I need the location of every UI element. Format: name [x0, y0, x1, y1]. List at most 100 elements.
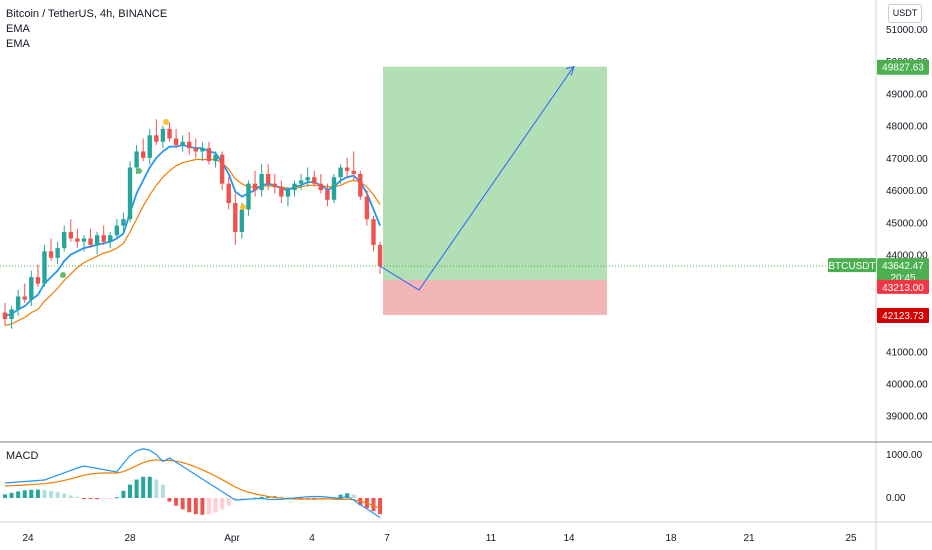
- ema-fast-line: [4, 144, 381, 317]
- candle: [147, 128, 152, 165]
- macd-histogram-bar: [180, 498, 185, 510]
- candle-body: [371, 219, 376, 245]
- candle: [318, 173, 324, 194]
- macd-legend[interactable]: MACD: [6, 450, 39, 462]
- time-tick-label: 11: [486, 533, 497, 544]
- candle-body: [325, 190, 330, 200]
- price-tick-label: 47000.00: [886, 154, 928, 165]
- currency-button[interactable]: USDT: [888, 4, 922, 23]
- candle: [42, 244, 47, 287]
- candle: [377, 241, 383, 274]
- candle: [121, 212, 126, 233]
- candle: [167, 122, 172, 142]
- ema-legend-2[interactable]: EMA: [6, 38, 30, 50]
- macd-histogram-bar: [49, 490, 54, 498]
- candles[interactable]: [2, 119, 383, 329]
- candle: [252, 170, 258, 197]
- macd-histogram-bar: [114, 497, 119, 499]
- candle: [94, 232, 100, 255]
- candle-body: [147, 135, 152, 158]
- price-tick-label: 45000.00: [886, 218, 928, 229]
- forecast-arrowhead: [565, 65, 575, 76]
- time-tick-label: 21: [743, 533, 755, 544]
- time-tick-label: 28: [124, 533, 136, 544]
- macd-histogram-bar: [213, 498, 218, 513]
- candle-body: [298, 180, 304, 184]
- macd-histogram-bar: [29, 489, 34, 498]
- candle-body: [48, 251, 54, 258]
- candle: [266, 164, 271, 191]
- macd-histogram-bar: [55, 492, 60, 498]
- candle: [213, 151, 218, 168]
- price-tick-label: 46000.00: [886, 186, 928, 197]
- time-tick-label: 4: [309, 533, 315, 544]
- candle: [246, 180, 251, 216]
- macd-histogram-bar: [88, 498, 93, 499]
- candle-body: [239, 209, 245, 233]
- candle-body: [292, 183, 297, 191]
- macd-pane[interactable]: [3, 448, 383, 519]
- macd-tick-label: 0.00: [886, 493, 906, 504]
- price-axis[interactable]: 51000.0050000.0049000.0048000.0047000.00…: [886, 25, 928, 423]
- candle-body: [187, 141, 192, 149]
- candle-body: [42, 251, 47, 284]
- macd-histogram-bar: [187, 498, 192, 513]
- candle-body: [68, 232, 73, 239]
- candle-body: [252, 183, 258, 191]
- candle-body: [338, 167, 343, 178]
- candle-body: [364, 196, 370, 220]
- stop-price-tag-text: 42123.73: [882, 311, 924, 322]
- symbol-tag-text: BTCUSDT: [828, 261, 875, 272]
- candle: [219, 151, 225, 191]
- candle: [325, 183, 330, 207]
- current-price-tag-text: 43642.47: [882, 261, 924, 272]
- price-tick-label: 44000.00: [886, 251, 928, 262]
- candle: [173, 128, 179, 149]
- candle: [88, 228, 93, 249]
- macd-histogram-bar: [3, 494, 7, 498]
- price-tick-label: 40000.00: [886, 379, 928, 390]
- time-tick-label: 25: [845, 533, 857, 544]
- candle-body: [35, 277, 41, 284]
- price-tick-label: 49000.00: [886, 89, 928, 100]
- candle-body: [318, 183, 324, 191]
- candle-body: [9, 309, 14, 320]
- candle-body: [272, 183, 277, 187]
- price-tick-label: 51000.00: [886, 25, 928, 36]
- macd-histogram-bar: [279, 496, 284, 498]
- candle-body: [81, 238, 87, 242]
- candle-body: [213, 154, 218, 162]
- price-tick-label: 39000.00: [886, 412, 928, 423]
- macd-signal-line: [4, 459, 381, 509]
- forecast-arrow[interactable]: [379, 65, 575, 291]
- macd-histogram-bar: [154, 479, 159, 498]
- macd-histogram-bar: [81, 498, 86, 499]
- candle-body: [266, 173, 271, 184]
- candle: [2, 302, 8, 326]
- symbol-tag: BTCUSDT: [828, 258, 876, 273]
- signal-dot: [136, 168, 142, 174]
- symbol-title[interactable]: Bitcoin / TetherUS, 4h, BINANCE: [6, 8, 168, 20]
- candle: [226, 177, 231, 210]
- profit-zone: [383, 66, 607, 280]
- macd-histogram-bar: [35, 489, 40, 498]
- ema-legend-1[interactable]: EMA: [6, 23, 30, 35]
- macd-histogram-bar: [371, 498, 376, 512]
- candle-body: [173, 138, 179, 145]
- candle-body: [259, 173, 264, 191]
- candle-body: [154, 135, 159, 142]
- candle-body: [114, 225, 120, 236]
- macd-histogram-bar: [42, 490, 47, 498]
- macd-histogram-bar: [16, 491, 21, 498]
- candle: [55, 241, 60, 265]
- candle-body: [22, 296, 27, 300]
- candle: [364, 190, 370, 226]
- stop-price-tag-bg: [877, 308, 929, 324]
- time-axis[interactable]: 24 28 Apr 4 7 11 14 18 21 25: [22, 533, 857, 544]
- position-zones[interactable]: [383, 66, 607, 316]
- candle-body: [351, 170, 356, 174]
- candle-body: [94, 235, 100, 245]
- candle-body: [331, 177, 337, 200]
- candle: [101, 225, 106, 245]
